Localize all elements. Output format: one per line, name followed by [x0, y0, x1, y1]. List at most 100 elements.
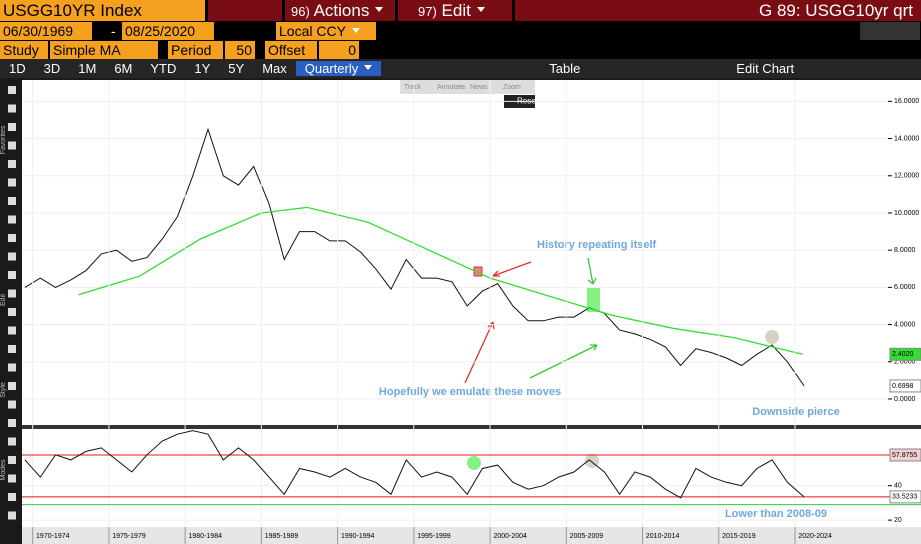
highlights [467, 266, 779, 470]
table-button[interactable]: Table [549, 61, 581, 76]
value-tag [889, 490, 921, 504]
end-date[interactable]: 08/25/2020 [122, 22, 214, 40]
value-tag-label: 57.8755 [892, 452, 917, 459]
side-label: Modes [0, 459, 7, 481]
y-tick-label: 20 [894, 517, 902, 524]
value-tag [889, 448, 921, 462]
side-label: Favorites [0, 125, 7, 154]
edit-chart-button[interactable]: Edit Chart [736, 61, 795, 76]
tool-icon[interactable] [8, 363, 16, 372]
tool-label: Track [404, 84, 422, 91]
green-highlight [587, 288, 600, 312]
y-tick-label: 8.0000 [894, 247, 916, 254]
tool-label: News [470, 84, 488, 91]
tool-icon[interactable] [8, 437, 16, 446]
menu-label: Actions [313, 1, 370, 20]
date-dash: - [111, 23, 116, 39]
tool-icon[interactable] [8, 289, 16, 298]
side-label: Style [0, 382, 7, 398]
tool-icon[interactable] [8, 511, 16, 520]
frequency[interactable]: Quarterly [295, 61, 382, 76]
tool-icon[interactable] [8, 160, 16, 168]
tool-icon[interactable] [8, 400, 16, 409]
x-tick-label: 1980-1984 [189, 533, 223, 540]
x-tick-label: 1970-1974 [36, 533, 70, 540]
x-tick-label: 1990-1994 [341, 533, 375, 540]
tool-icon[interactable] [8, 419, 16, 427]
period-button[interactable]: 5Y [228, 61, 245, 76]
x-tick-label: 2005-2009 [570, 533, 604, 540]
y-tick-label: 14.0000 [894, 135, 919, 142]
x-tick-label: 1995-1999 [417, 533, 451, 540]
period-button[interactable]: YTD [150, 61, 177, 76]
offset-label: Offset [265, 41, 317, 59]
period-button[interactable]: 1D [9, 61, 26, 76]
period-button[interactable]: 1M [78, 61, 97, 76]
study[interactable]: Simple MA [50, 41, 158, 59]
tool-icon[interactable] [8, 271, 16, 279]
left-toolbar: Favorites Edit Style Modes [0, 86, 16, 520]
tool-icon[interactable] [8, 215, 16, 224]
green-circle [467, 456, 481, 470]
tool-icon[interactable] [8, 178, 16, 187]
line-series [78, 206, 803, 355]
x-tick-label: 2000-2004 [493, 533, 527, 540]
menu-label: Edit [441, 1, 471, 20]
start-date[interactable]: 06/30/1969 [0, 22, 92, 40]
period[interactable]: 50 [225, 41, 255, 59]
x-tick-label: 2015-2019 [722, 533, 756, 540]
period-button[interactable]: 3D [43, 61, 61, 76]
time-axis [22, 527, 921, 544]
side-label: Edit [0, 294, 7, 306]
red-highlight [473, 266, 483, 277]
tool-label: Annotate [437, 84, 465, 91]
undo-redo[interactable] [860, 22, 920, 40]
line-series [24, 430, 805, 499]
tool-icon[interactable] [8, 456, 16, 464]
tool-strip [400, 80, 535, 94]
value-tag [889, 347, 921, 361]
tool-icon[interactable] [8, 474, 16, 483]
panel-separator [22, 425, 921, 429]
rsi-plot [22, 429, 921, 527]
tool-icon[interactable] [8, 141, 16, 150]
actions-menu[interactable]: 96) Actions [285, 0, 395, 21]
price-plot [22, 80, 888, 425]
y-tick-label: 40 [894, 483, 902, 490]
tool-icon[interactable] [8, 382, 16, 390]
period-button[interactable]: Max [262, 61, 287, 76]
tool-label: Zoom [503, 84, 521, 91]
annotation: Downside pierce [752, 406, 839, 418]
value-tag-label: 0.6998 [892, 383, 914, 390]
price-axis [888, 80, 921, 425]
edit-menu[interactable]: 97) Edit [398, 0, 512, 21]
value-tag [889, 379, 921, 393]
period-button[interactable]: 1Y [194, 61, 211, 76]
tool-icon[interactable] [8, 123, 16, 131]
y-tick-label: 0.0000 [894, 396, 916, 403]
menu-number: 97) [418, 4, 437, 19]
y-tick-label: 6.0000 [894, 284, 916, 291]
period-button[interactable]: 6M [114, 61, 133, 76]
tool-icon[interactable] [8, 326, 16, 335]
tool-icon[interactable] [8, 86, 16, 94]
tool-icon[interactable] [8, 252, 16, 261]
gray-circle [765, 330, 779, 344]
tool-icon[interactable] [8, 234, 16, 242]
tool-icon[interactable] [8, 345, 16, 353]
tool-icon[interactable] [8, 104, 16, 113]
tool-icon[interactable] [8, 308, 16, 316]
menu-number: 96) [291, 4, 310, 19]
tool-icon[interactable] [8, 493, 16, 501]
y-tick-label: 4.0000 [894, 321, 916, 328]
study-label: Study [0, 41, 48, 59]
value-tag-label: 33.5233 [892, 494, 917, 501]
ticker[interactable]: USGG10YR Index [0, 0, 205, 21]
period-label: Period [168, 41, 223, 59]
offset[interactable]: 0 [319, 41, 359, 59]
currency[interactable]: Local CCY [276, 22, 376, 40]
tool-icon[interactable] [8, 197, 16, 205]
x-tick-label: 1985-1989 [265, 533, 299, 540]
